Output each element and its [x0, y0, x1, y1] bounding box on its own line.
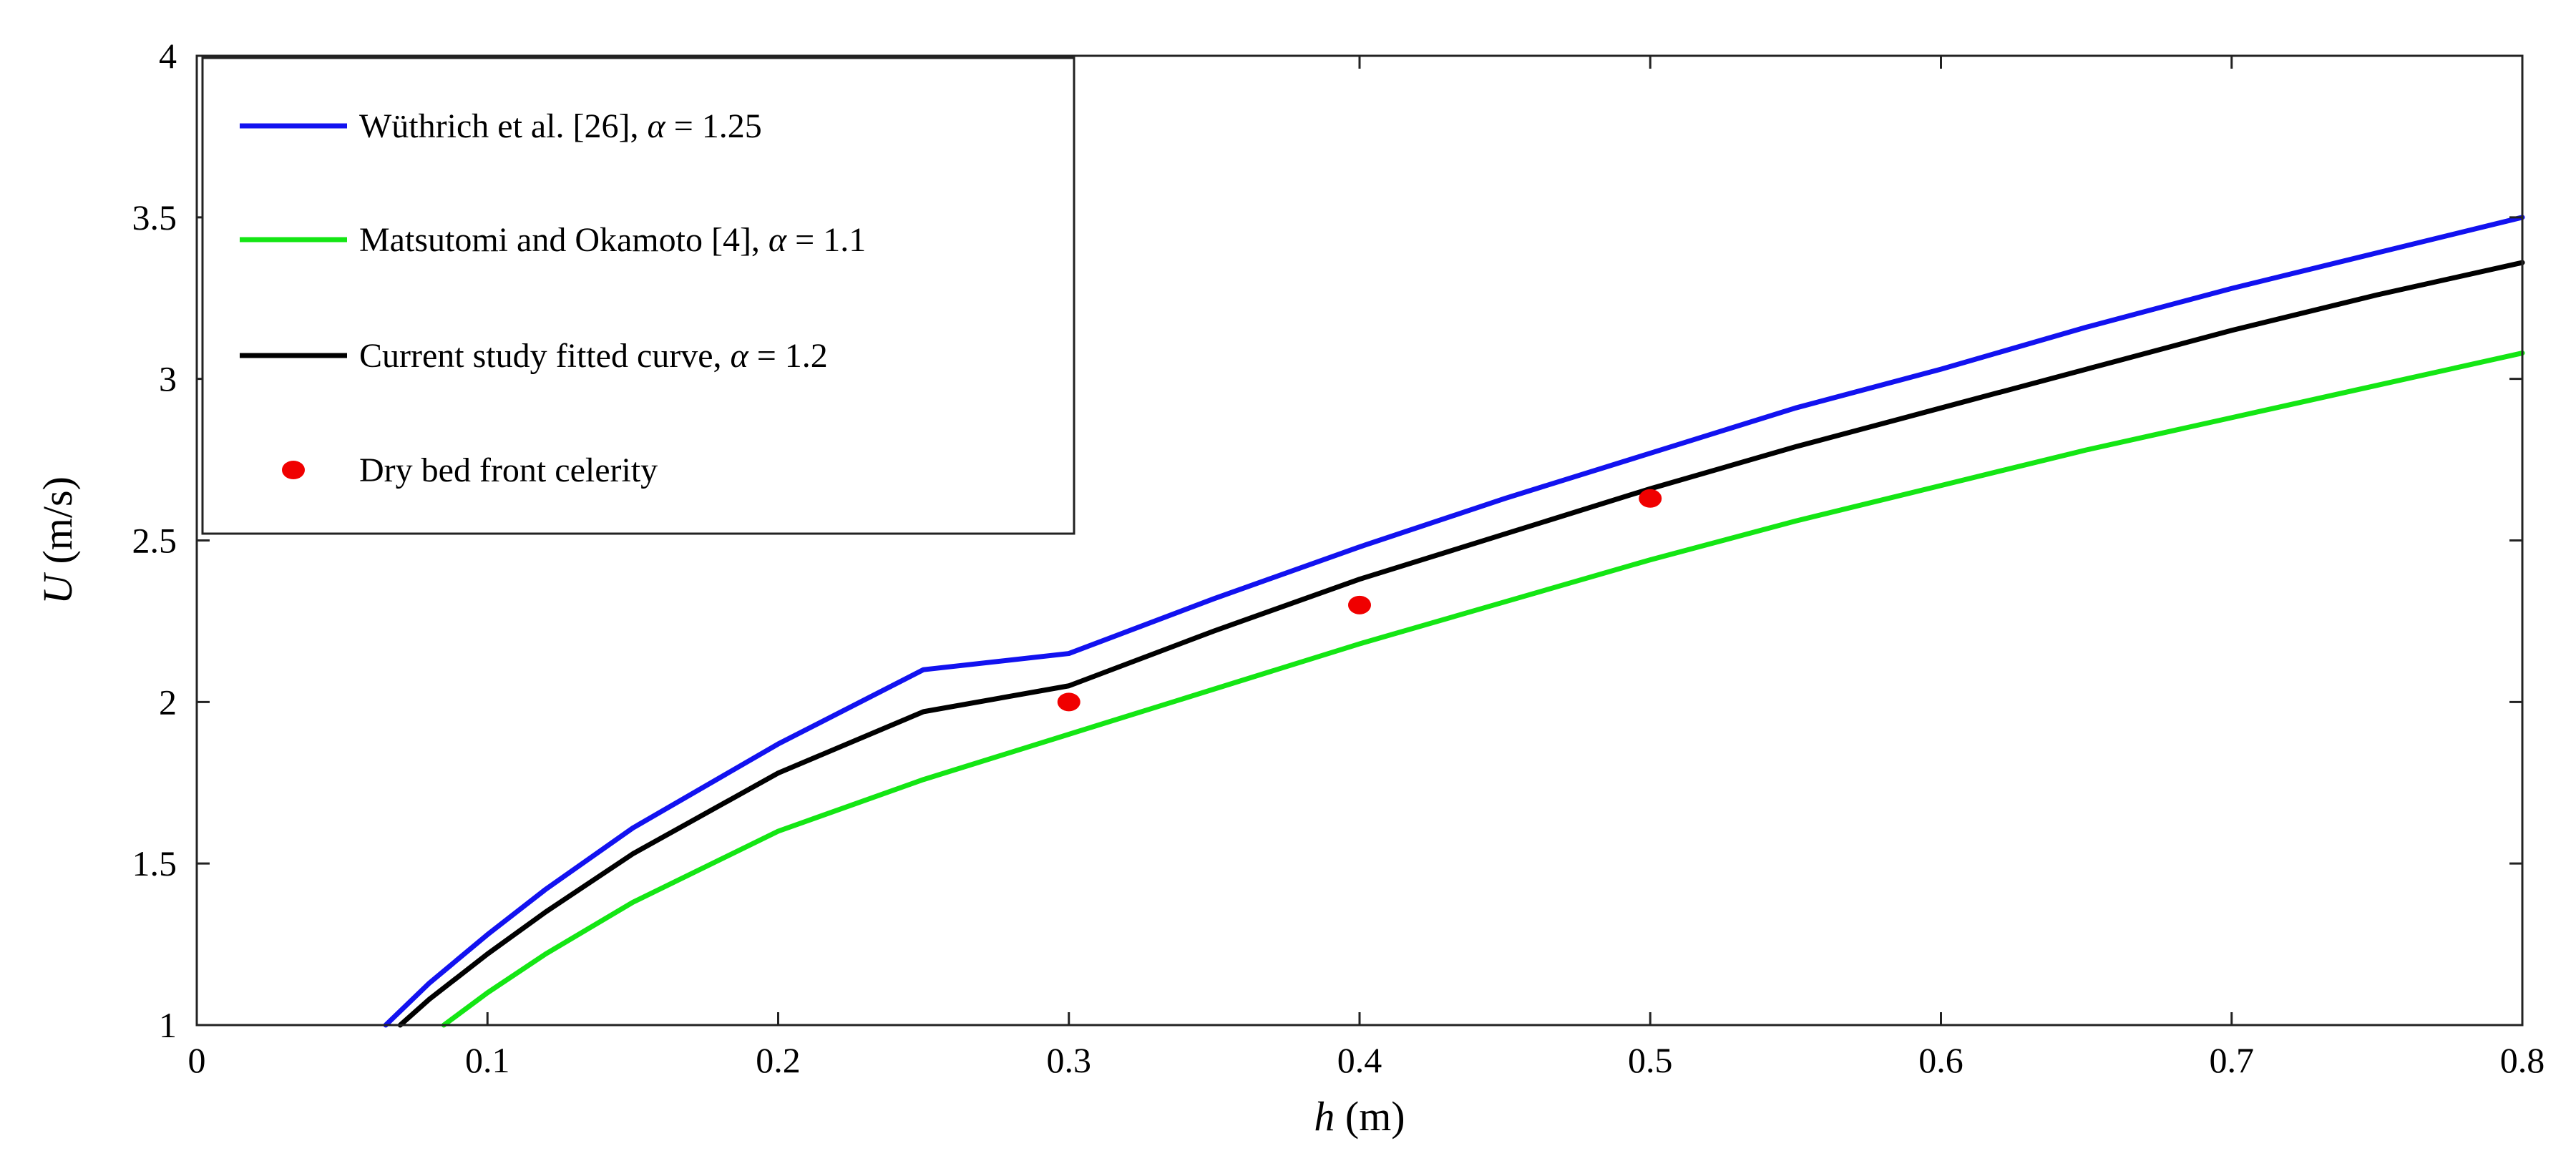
y-axis-variable: U — [34, 572, 81, 604]
legend-alpha-symbol: α — [731, 337, 749, 375]
series-line-2 — [397, 260, 2525, 1028]
y-axis-label: U (m/s) — [34, 476, 81, 604]
data-point — [1348, 595, 1371, 614]
y-tick-label: 2.5 — [132, 521, 177, 561]
y-tick-label: 2 — [159, 682, 177, 722]
y-tick-label: 1.5 — [132, 843, 177, 883]
x-tick-label: 0.1 — [465, 1040, 510, 1080]
data-point — [1639, 489, 1662, 508]
x-tick-label: 0.8 — [2500, 1040, 2545, 1080]
legend-label-text: Current study fitted curve, — [359, 337, 731, 375]
legend-box — [201, 57, 1075, 535]
x-axis-variable: h — [1314, 1093, 1335, 1140]
y-tick-label: 3 — [159, 359, 177, 399]
legend-label-text: Matsutomi and Okamoto [4], — [359, 221, 769, 259]
legend-label: Dry bed front celerity — [359, 451, 658, 489]
series-line-1 — [441, 351, 2525, 1028]
legend-label: Matsutomi and Okamoto [4], α = 1.1 — [359, 221, 866, 259]
series-line-0 — [383, 215, 2525, 1028]
legend-label: Wüthrich et al. [26], α = 1.25 — [359, 107, 762, 145]
legend-alpha-value: = 1.2 — [748, 337, 828, 375]
axes-layer: 0 0.1 0.2 0.3 0.4 0.5 0.6 0.7 0.8 1 1.5 2 2.5 3 3.5 4 h … — [34, 36, 2545, 1140]
curves-layer — [383, 215, 2525, 1028]
legend-swatch-marker — [282, 461, 305, 479]
legend-alpha-symbol: α — [648, 107, 666, 145]
legend-label-text: Wüthrich et al. [26], — [359, 107, 648, 145]
y-axis-unit: (m/s) — [34, 476, 81, 574]
legend-layer: Wüthrich et al. [26], α = 1.25 Matsutomi … — [201, 57, 1075, 535]
x-tick-label: 0.2 — [756, 1040, 801, 1080]
legend-label: Current study fitted curve, α = 1.2 — [359, 337, 828, 375]
x-tick-label: 0.4 — [1337, 1040, 1382, 1080]
legend-alpha-symbol: α — [769, 221, 787, 259]
legend-label-text: Dry bed front celerity — [359, 451, 658, 489]
x-tick-label: 0.3 — [1047, 1040, 1092, 1080]
x-tick-label: 0 — [188, 1040, 206, 1080]
legend-alpha-value: = 1.1 — [786, 221, 866, 259]
data-point — [1057, 692, 1080, 712]
y-tick-label: 3.5 — [132, 197, 177, 237]
x-tick-label: 0.6 — [1918, 1040, 1963, 1080]
x-axis-unit: (m) — [1335, 1093, 1405, 1140]
x-axis-label: h (m) — [1314, 1093, 1405, 1140]
y-tick-label: 1 — [159, 1005, 177, 1045]
x-tick-label: 0.5 — [1628, 1040, 1673, 1080]
y-tick-label: 4 — [159, 36, 177, 76]
markers-layer — [1057, 489, 1662, 712]
legend-alpha-value: = 1.25 — [665, 107, 762, 145]
x-tick-label: 0.7 — [2210, 1040, 2255, 1080]
